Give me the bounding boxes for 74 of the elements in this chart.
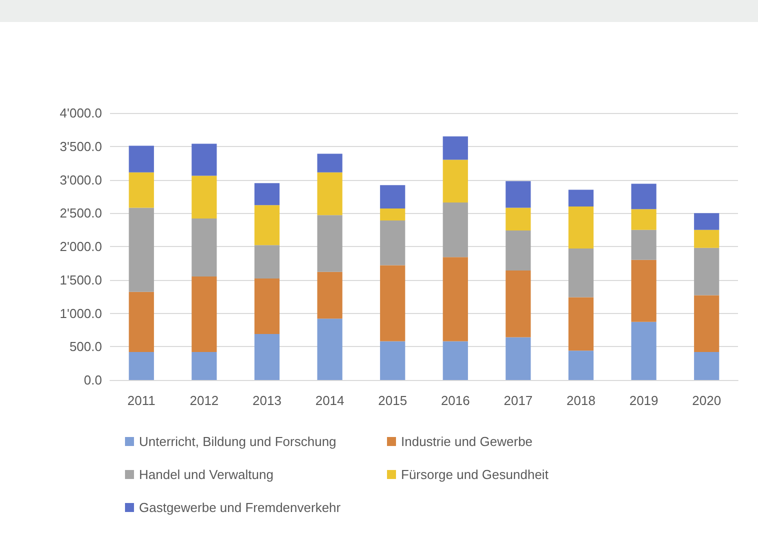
bar (631, 260, 656, 322)
x-tick-label: 2016 (440, 393, 470, 408)
bar (506, 181, 531, 208)
bar (694, 295, 720, 352)
bar (128, 146, 154, 172)
bar (694, 213, 720, 230)
bar (128, 292, 154, 352)
bar (568, 190, 594, 206)
bar (317, 215, 342, 272)
y-tick-label: 3'000.0 (60, 172, 102, 188)
bar (506, 230, 531, 271)
bar (442, 341, 468, 380)
bar (442, 202, 468, 258)
bar (694, 352, 720, 380)
bar (192, 352, 217, 380)
bar (631, 209, 656, 230)
bar (380, 220, 406, 266)
bar (128, 172, 154, 208)
bar (568, 297, 594, 351)
y-tick-label: 2'000.0 (60, 239, 102, 254)
bar (254, 278, 280, 334)
bar (694, 248, 720, 296)
x-tick-label: 2013 (252, 393, 282, 408)
bar (192, 276, 217, 352)
bar (442, 257, 468, 342)
bar (254, 245, 280, 279)
bar (442, 160, 468, 202)
y-tick-label: 1'500.0 (60, 272, 102, 288)
bar (317, 318, 342, 380)
bar (192, 176, 217, 218)
bar (254, 183, 280, 206)
bar (128, 208, 154, 292)
x-tick-label: 2012 (190, 393, 219, 408)
legend-label: Gastgewerbe und Fremdenverkehr (139, 500, 342, 515)
bar (631, 230, 656, 260)
legend-label: Industrie und Gewerbe (401, 434, 533, 449)
bar (317, 154, 342, 172)
bar (568, 206, 594, 249)
x-tick-label: 2017 (504, 393, 533, 408)
bar (317, 272, 342, 319)
bar (631, 322, 656, 380)
bar (506, 270, 531, 338)
bar (694, 230, 720, 248)
x-tick-label: 2014 (315, 393, 344, 408)
bar (380, 208, 406, 220)
bar (192, 144, 217, 176)
bar (568, 350, 594, 380)
bar (380, 341, 406, 380)
x-tick-label: 2018 (566, 393, 596, 408)
legend-label: Fürsorge und Gesundheit (401, 467, 549, 482)
bar (317, 172, 342, 216)
legend-label: Unterricht, Bildung und Forschung (139, 434, 336, 449)
x-tick-label: 2019 (629, 393, 658, 408)
bar (380, 265, 406, 342)
bar (380, 185, 406, 208)
bar (442, 136, 468, 160)
x-tick-label: 2020 (692, 393, 722, 408)
bar (506, 208, 531, 230)
y-tick-label: 1'000.0 (60, 306, 102, 321)
bar (506, 337, 531, 380)
x-tick-label: 2011 (127, 393, 156, 408)
bar (254, 334, 280, 380)
bar (192, 218, 217, 277)
y-tick-label: 3'500.0 (60, 138, 102, 154)
y-tick-label: 500.0 (69, 339, 102, 354)
bar (568, 248, 594, 298)
y-tick-label: 4'000.0 (60, 106, 102, 120)
y-tick-label: 0.0 (84, 372, 102, 388)
bar (128, 352, 154, 380)
legend-label: Handel und Verwaltung (139, 467, 274, 482)
y-tick-label: 2'500.0 (60, 206, 102, 221)
bar (254, 205, 280, 246)
bar (631, 184, 656, 210)
x-tick-label: 2015 (378, 393, 408, 408)
